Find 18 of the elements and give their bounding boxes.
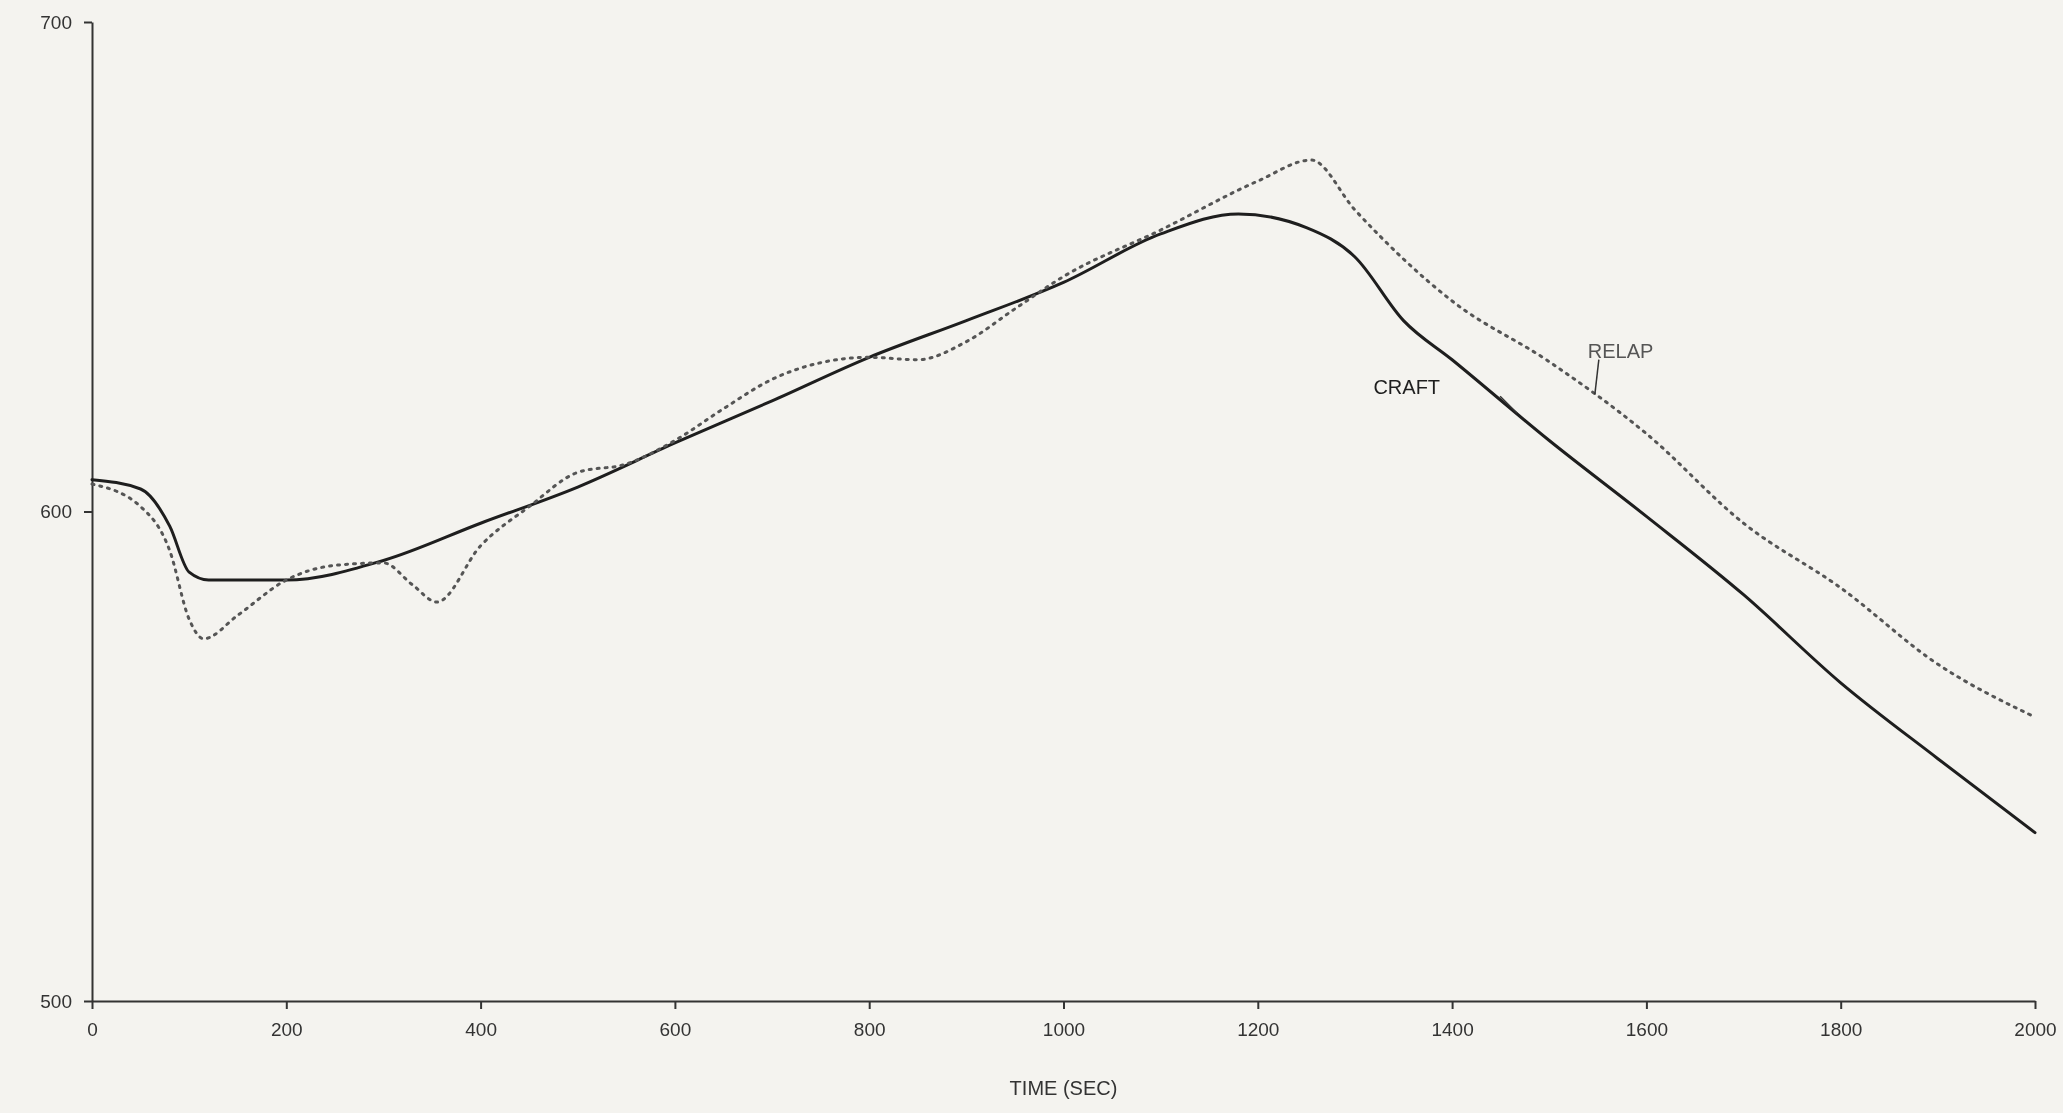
- x-tick-label: 600: [659, 1019, 692, 1041]
- line-series: [90, 212, 2037, 835]
- x-tick-label: 1200: [1237, 1019, 1280, 1041]
- x-tick-label: 1800: [1820, 1019, 1863, 1041]
- x-tick-label: 200: [270, 1019, 303, 1041]
- y-tick-label: 500: [40, 990, 72, 1012]
- series-label: RELAP: [1587, 339, 1654, 362]
- x-tick-label: 1400: [1431, 1019, 1474, 1041]
- x-tick-label: 1000: [1042, 1019, 1086, 1041]
- x-tick-label: 0: [87, 1019, 98, 1041]
- x-tick-label: 1600: [1625, 1019, 1669, 1041]
- x-tick-label: 2000: [2014, 1019, 2057, 1041]
- x-tick-label: 800: [853, 1019, 886, 1041]
- x-axis-title: TIME (SEC): [1009, 1077, 1118, 1099]
- y-tick-label: 600: [40, 501, 72, 523]
- series-label: CRAFT: [1373, 376, 1441, 399]
- x-tick-label: 400: [465, 1019, 497, 1041]
- y-tick-label: 700: [40, 11, 72, 33]
